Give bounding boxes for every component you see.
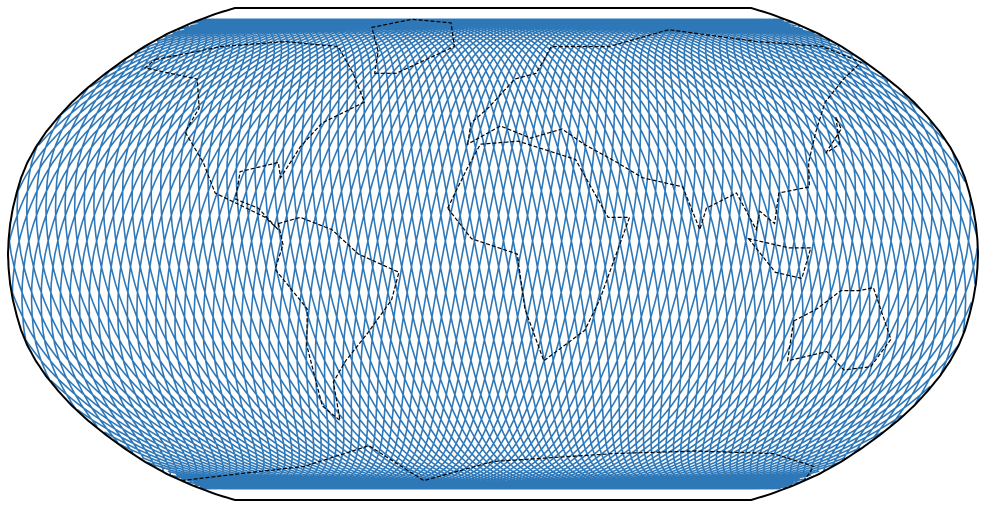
map-outline	[6, 7, 980, 501]
coastline	[786, 286, 892, 371]
ground-track	[8, 18, 978, 490]
coastline	[466, 29, 863, 232]
coastline	[446, 140, 631, 362]
coastline	[747, 237, 812, 280]
coastline	[371, 18, 455, 74]
coastline	[274, 216, 400, 422]
ground-tracks	[8, 18, 978, 490]
coastlines	[143, 18, 892, 482]
coastline	[143, 40, 366, 231]
coastline	[825, 116, 842, 154]
